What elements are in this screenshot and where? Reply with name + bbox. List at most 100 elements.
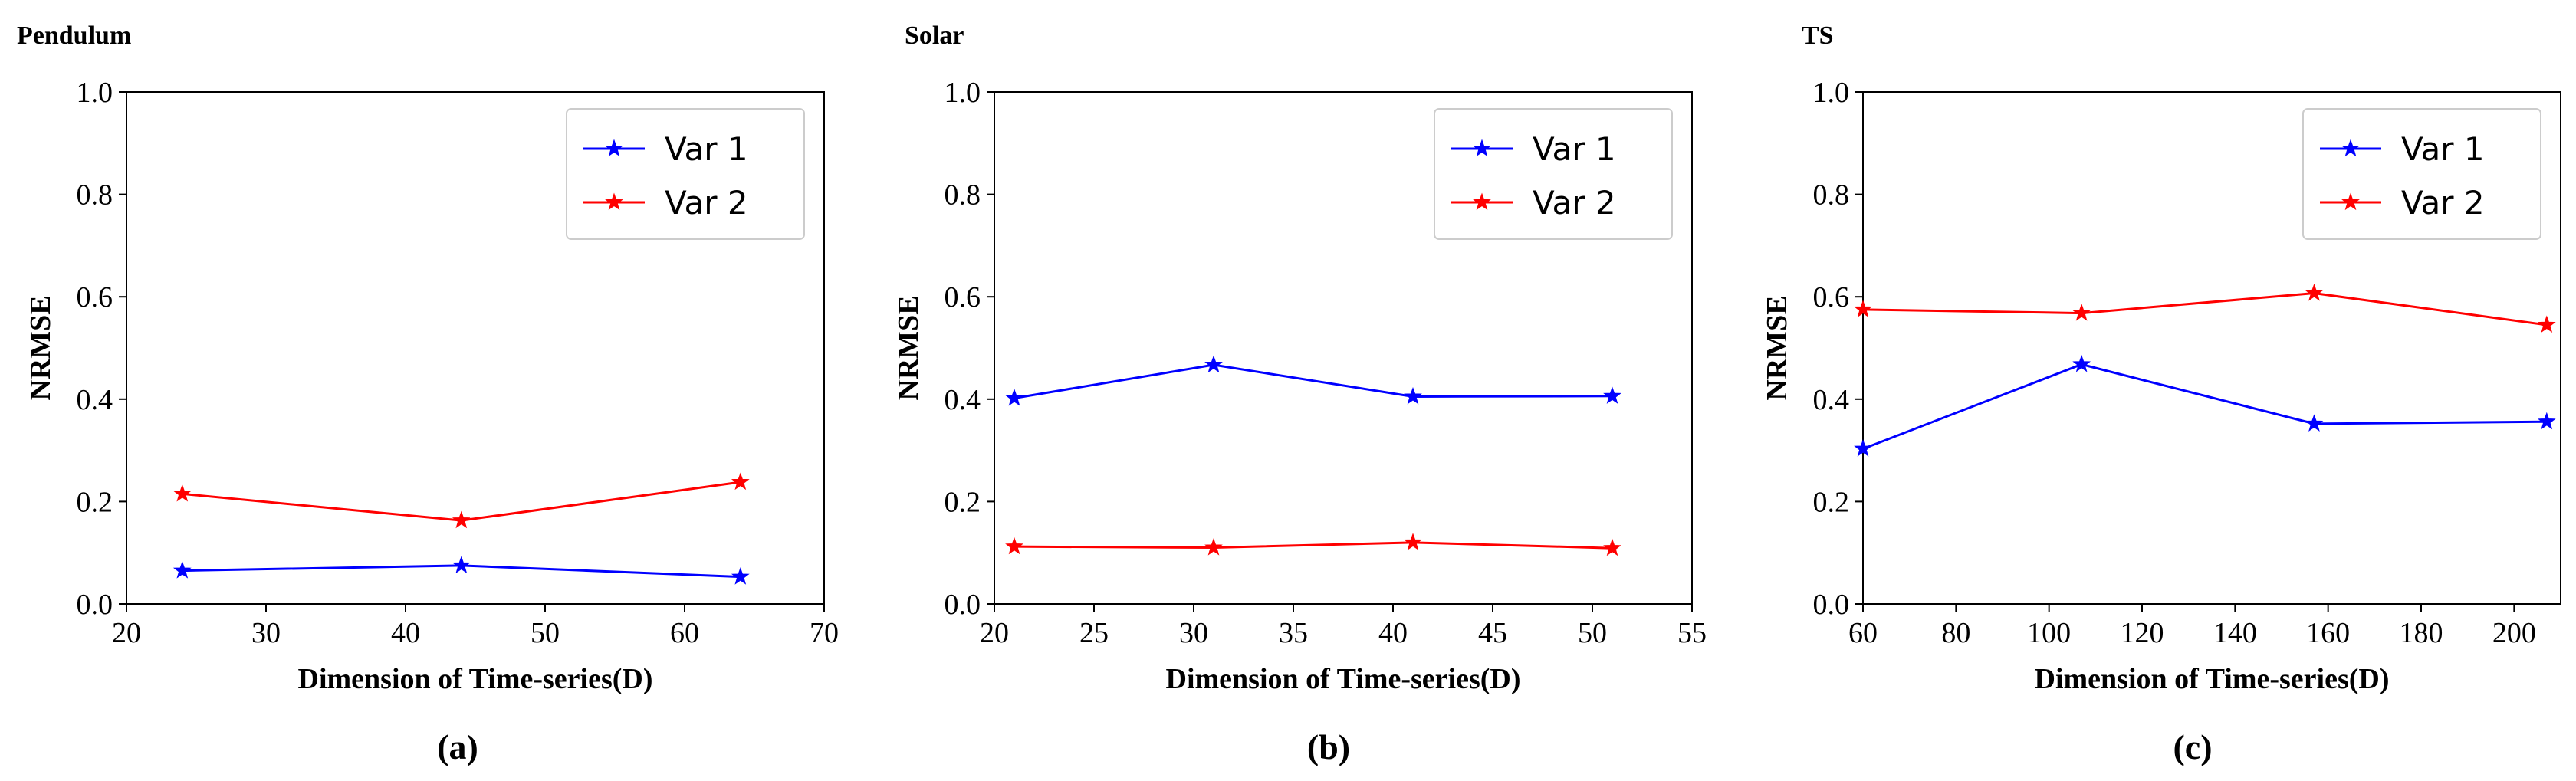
- data-point-star: [2537, 315, 2556, 333]
- y-tick-label: 0.6: [945, 281, 981, 313]
- y-tick-label: 1.0: [77, 77, 113, 109]
- y-tick-label: 0.4: [945, 384, 981, 416]
- legend-marker-star: [2341, 192, 2360, 211]
- x-axis-label: Dimension of Time-series(D): [1166, 663, 1521, 695]
- data-point-star: [2537, 412, 2556, 430]
- panel-caption: (b): [1307, 727, 1350, 766]
- x-tick-label: 50: [531, 617, 560, 649]
- panel-title: Pendulum: [17, 21, 131, 50]
- chart-panel-2: Solar 0.0 0.2 0.4 0.6 0.8 1.0 20 25 30 35 40 45 50 55 D…: [892, 21, 1707, 766]
- legend-marker-star: [1473, 139, 1491, 157]
- data-point-star: [1854, 439, 1872, 457]
- y-tick-label: 0.4: [1813, 384, 1850, 416]
- data-point-star: [2072, 354, 2091, 372]
- x-tick-label: 60: [670, 617, 699, 649]
- data-point-star: [1603, 386, 1622, 404]
- data-point-star: [172, 484, 192, 502]
- panel-title: TS: [1802, 21, 1834, 50]
- y-tick-label: 0.0: [77, 589, 113, 621]
- panel-caption: (c): [2173, 727, 2212, 766]
- legend-marker-star: [2341, 139, 2360, 157]
- data-point-star: [452, 510, 471, 529]
- y-tick-label: 1.0: [1813, 77, 1850, 109]
- x-tick-label: 40: [1378, 617, 1408, 649]
- x-tick-label: 50: [1578, 617, 1607, 649]
- series-line-1: [1862, 363, 2547, 450]
- x-tick-label: 200: [2492, 617, 2536, 649]
- x-tick-label: 80: [1941, 617, 1970, 649]
- legend-marker-star: [605, 139, 623, 157]
- chart-panel-3: TS 0.0 0.2 0.4 0.6 0.8 1.0 60 80 100 120 140 160 180 2…: [1761, 21, 2561, 766]
- x-tick-label: 30: [1179, 617, 1208, 649]
- legend-label: Var 2: [2401, 184, 2485, 222]
- y-tick-label: 0.8: [1813, 179, 1850, 212]
- data-point-star: [2305, 284, 2324, 301]
- legend-label: Var 1: [2401, 130, 2485, 168]
- data-point-star: [2305, 414, 2324, 432]
- y-tick-label: 0.6: [1813, 281, 1850, 313]
- x-tick-label: 40: [391, 617, 420, 649]
- y-tick-label: 0.0: [945, 589, 981, 621]
- plot-frame: [1862, 91, 2561, 605]
- data-point-star: [1204, 355, 1223, 373]
- x-tick-label: 25: [1079, 617, 1109, 649]
- panel-caption: (a): [437, 727, 478, 766]
- y-tick-label: 0.4: [77, 384, 113, 416]
- y-tick-label: 0.8: [945, 179, 981, 212]
- data-point-star: [1005, 388, 1024, 406]
- x-tick-label: 20: [112, 617, 141, 649]
- data-point-star: [1854, 300, 1872, 317]
- y-axis-label: NRMSE: [892, 295, 925, 400]
- data-point-star: [1404, 533, 1422, 550]
- legend-label: Var 2: [665, 184, 748, 222]
- plot-frame: [994, 91, 1693, 605]
- x-tick-label: 160: [2306, 617, 2350, 649]
- legend-label: Var 1: [665, 130, 748, 168]
- x-axis-label: Dimension of Time-series(D): [2035, 663, 2390, 695]
- y-tick-label: 0.8: [77, 179, 113, 212]
- legend-label: Var 1: [1533, 130, 1616, 168]
- x-tick-label: 60: [1848, 617, 1878, 649]
- data-point-star: [1204, 538, 1223, 556]
- x-tick-label: 30: [251, 617, 281, 649]
- chart-panel-1: Pendulum 0.0 0.2 0.4 0.6 0.8 1.0 20 30 40 50 60 70 Di…: [17, 21, 839, 766]
- y-tick-label: 0.2: [77, 486, 113, 518]
- y-axis-label: NRMSE: [1761, 295, 1793, 400]
- x-tick-label: 55: [1677, 617, 1707, 649]
- data-point-star: [1005, 537, 1024, 555]
- data-point-star: [731, 472, 750, 491]
- series-line-1: [1014, 363, 1613, 399]
- data-point-star: [2072, 304, 2091, 321]
- data-point-star: [1404, 386, 1422, 405]
- x-tick-label: 70: [810, 617, 839, 649]
- x-tick-label: 35: [1279, 617, 1308, 649]
- y-tick-label: 0.2: [945, 486, 981, 518]
- legend-box: [566, 108, 805, 240]
- legend-box: [1434, 108, 1673, 240]
- plot-frame: [126, 91, 825, 605]
- legend-marker-star: [1473, 192, 1491, 211]
- legend-marker-star: [605, 192, 623, 211]
- x-tick-label: 100: [2027, 617, 2071, 649]
- legend-label: Var 2: [1533, 184, 1616, 222]
- y-tick-label: 1.0: [945, 77, 981, 109]
- x-tick-label: 180: [2400, 617, 2443, 649]
- y-tick-label: 0.0: [1813, 589, 1850, 621]
- y-tick-label: 0.6: [77, 281, 113, 313]
- series-line-2: [1014, 541, 1613, 550]
- x-tick-label: 120: [2121, 617, 2164, 649]
- x-tick-label: 20: [980, 617, 1009, 649]
- x-axis-label: Dimension of Time-series(D): [298, 663, 653, 695]
- y-axis-label: NRMSE: [25, 295, 57, 400]
- x-tick-label: 140: [2213, 617, 2257, 649]
- data-point-star: [1603, 538, 1622, 556]
- panel-title: Solar: [905, 21, 964, 50]
- legend-box: [2302, 108, 2542, 240]
- series-line-2: [1862, 292, 2548, 327]
- data-point-star: [452, 556, 471, 573]
- data-point-star: [731, 567, 750, 585]
- x-tick-label: 45: [1478, 617, 1507, 649]
- data-point-star: [172, 561, 192, 579]
- y-tick-label: 0.2: [1813, 486, 1850, 518]
